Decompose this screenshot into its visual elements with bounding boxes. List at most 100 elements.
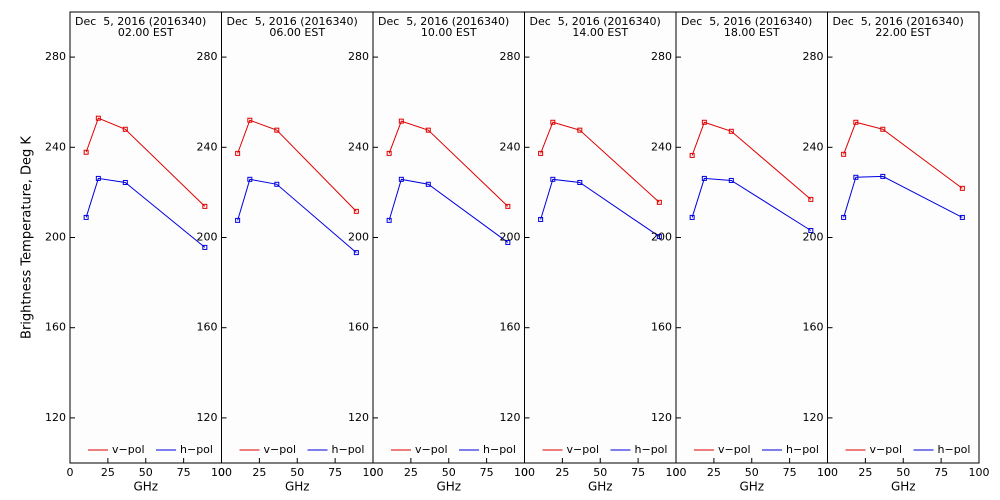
legend-label: v−pol <box>718 443 751 456</box>
series-line <box>540 178 660 238</box>
y-tick-label: 240 <box>803 140 824 153</box>
series-line <box>691 177 812 231</box>
marker <box>853 174 859 180</box>
panel <box>69 11 222 464</box>
y-tick-label: 200 <box>803 231 824 244</box>
marker <box>235 217 241 223</box>
marker <box>689 152 695 158</box>
y-tick-label: 120 <box>803 411 824 424</box>
panel-title: Dec 5, 2016 (2016340) <box>75 15 206 28</box>
marker <box>202 244 208 250</box>
y-tick-label: 240 <box>197 140 218 153</box>
y-axis-label: Brightness Temperature, Deg K <box>20 136 35 339</box>
marker <box>728 177 734 183</box>
panel <box>827 11 980 464</box>
x-tick-label: 0 <box>67 466 74 479</box>
legend-label: v−pol <box>415 443 448 456</box>
legend-label: v−pol <box>264 443 297 456</box>
x-tick-label: 75 <box>934 466 948 479</box>
y-tick-label: 240 <box>45 140 66 153</box>
marker <box>386 217 392 223</box>
marker <box>247 176 253 182</box>
x-axis-label: GHz <box>133 480 158 494</box>
x-tick-label: 0 <box>521 466 528 479</box>
marker <box>122 126 128 132</box>
y-tick-label: 120 <box>197 411 218 424</box>
series-line <box>388 178 509 243</box>
marker <box>577 179 583 185</box>
y-tick-label: 200 <box>45 231 66 244</box>
x-tick-label: 0 <box>370 466 377 479</box>
y-tick-label: 160 <box>45 321 66 334</box>
x-tick-label: 50 <box>593 466 607 479</box>
marker <box>959 214 965 220</box>
x-tick-label: 75 <box>328 466 342 479</box>
x-tick-label: 100 <box>363 466 384 479</box>
marker <box>538 216 544 222</box>
x-tick-label: 25 <box>858 466 872 479</box>
y-tick-label: 240 <box>348 140 369 153</box>
legend-label: v−pol <box>567 443 600 456</box>
marker <box>202 203 208 209</box>
x-tick-label: 75 <box>480 466 494 479</box>
legend-label: v−pol <box>112 443 145 456</box>
y-tick-label: 120 <box>45 411 66 424</box>
x-tick-label: 25 <box>555 466 569 479</box>
marker <box>880 173 886 179</box>
x-tick-label: 0 <box>824 466 831 479</box>
x-axis-label: GHz <box>739 480 764 494</box>
marker <box>701 175 707 181</box>
x-axis-label: GHz <box>285 480 310 494</box>
series-line <box>540 121 660 203</box>
y-tick-label: 120 <box>500 411 521 424</box>
marker <box>235 150 241 156</box>
marker <box>728 128 734 134</box>
y-tick-label: 160 <box>651 321 672 334</box>
y-tick-label: 120 <box>651 411 672 424</box>
marker <box>656 199 662 205</box>
marker <box>274 181 280 187</box>
marker <box>701 119 707 125</box>
y-tick-label: 160 <box>197 321 218 334</box>
legend-label: h−pol <box>332 443 365 456</box>
legend-label: h−pol <box>938 443 971 456</box>
x-axis-label: GHz <box>436 480 461 494</box>
x-tick-label: 50 <box>442 466 456 479</box>
marker <box>398 118 404 124</box>
panel <box>524 11 677 464</box>
marker <box>808 196 814 202</box>
y-tick-label: 240 <box>651 140 672 153</box>
panel-subtitle: 10.00 EST <box>421 26 477 39</box>
x-tick-label: 75 <box>783 466 797 479</box>
y-tick-label: 120 <box>348 411 369 424</box>
marker <box>550 176 556 182</box>
marker <box>656 234 662 240</box>
panel-title: Dec 5, 2016 (2016340) <box>378 15 509 28</box>
marker <box>808 228 814 234</box>
x-tick-label: 50 <box>745 466 759 479</box>
x-tick-label: 100 <box>969 466 990 479</box>
series-line <box>237 119 357 212</box>
x-tick-label: 0 <box>673 466 680 479</box>
x-tick-label: 25 <box>101 466 115 479</box>
series-line <box>85 117 206 207</box>
y-tick-label: 280 <box>803 50 824 63</box>
legend-label: h−pol <box>180 443 213 456</box>
y-tick-label: 200 <box>348 231 369 244</box>
y-tick-label: 160 <box>803 321 824 334</box>
marker <box>538 150 544 156</box>
y-tick-label: 280 <box>45 50 66 63</box>
series-line <box>237 178 357 253</box>
marker <box>122 179 128 185</box>
x-tick-label: 50 <box>139 466 153 479</box>
marker <box>959 185 965 191</box>
panel-title: Dec 5, 2016 (2016340) <box>833 15 964 28</box>
legend-label: h−pol <box>786 443 819 456</box>
y-tick-label: 240 <box>500 140 521 153</box>
y-tick-label: 280 <box>651 50 672 63</box>
panel-subtitle: 02.00 EST <box>118 26 174 39</box>
y-tick-label: 160 <box>348 321 369 334</box>
x-tick-label: 25 <box>252 466 266 479</box>
series-line <box>691 121 812 200</box>
